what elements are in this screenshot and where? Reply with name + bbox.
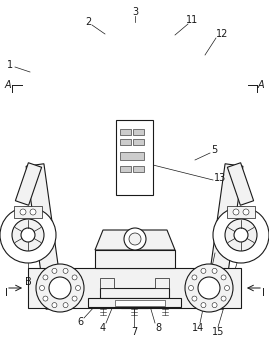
Bar bbox=[116, 120, 153, 195]
Text: 7: 7 bbox=[131, 327, 137, 337]
Bar bbox=[28, 268, 241, 308]
Circle shape bbox=[36, 264, 84, 312]
Text: A: A bbox=[5, 80, 11, 90]
Bar bbox=[88, 298, 181, 307]
Bar bbox=[14, 206, 42, 218]
Bar bbox=[133, 139, 144, 145]
Circle shape bbox=[63, 268, 68, 273]
Circle shape bbox=[225, 286, 229, 290]
Text: 5: 5 bbox=[211, 145, 217, 155]
Circle shape bbox=[129, 233, 141, 245]
Bar bbox=[100, 288, 169, 298]
Circle shape bbox=[72, 275, 77, 280]
Bar bbox=[115, 300, 165, 306]
Text: 14: 14 bbox=[192, 323, 204, 333]
Circle shape bbox=[20, 209, 26, 215]
Circle shape bbox=[185, 264, 233, 312]
Bar bbox=[120, 139, 131, 145]
Circle shape bbox=[12, 219, 44, 251]
Polygon shape bbox=[15, 163, 42, 205]
Text: 2: 2 bbox=[85, 17, 91, 27]
Bar bbox=[120, 166, 131, 172]
Bar bbox=[95, 250, 175, 268]
Text: 1: 1 bbox=[7, 60, 13, 70]
Circle shape bbox=[52, 268, 57, 273]
Circle shape bbox=[43, 275, 48, 280]
Circle shape bbox=[49, 277, 71, 299]
Text: 13: 13 bbox=[214, 173, 226, 183]
Circle shape bbox=[21, 228, 35, 242]
Circle shape bbox=[234, 228, 248, 242]
Circle shape bbox=[201, 268, 206, 273]
Circle shape bbox=[63, 303, 68, 308]
Text: 4: 4 bbox=[100, 323, 106, 333]
Bar bbox=[227, 206, 255, 218]
Circle shape bbox=[52, 303, 57, 308]
Circle shape bbox=[76, 286, 80, 290]
Text: 3: 3 bbox=[132, 7, 138, 17]
Circle shape bbox=[212, 303, 217, 308]
Polygon shape bbox=[95, 230, 175, 250]
Circle shape bbox=[243, 209, 249, 215]
Circle shape bbox=[213, 207, 269, 263]
Circle shape bbox=[189, 286, 193, 290]
Polygon shape bbox=[205, 164, 243, 309]
Bar bbox=[120, 152, 144, 160]
Bar bbox=[121, 293, 148, 308]
Circle shape bbox=[0, 207, 56, 263]
Text: B: B bbox=[25, 277, 31, 287]
Circle shape bbox=[40, 286, 44, 290]
Bar bbox=[133, 129, 144, 135]
Text: 8: 8 bbox=[155, 323, 161, 333]
Circle shape bbox=[192, 296, 197, 301]
Text: 11: 11 bbox=[186, 15, 198, 25]
Polygon shape bbox=[227, 163, 254, 205]
Circle shape bbox=[30, 209, 36, 215]
Polygon shape bbox=[26, 164, 64, 309]
Text: A: A bbox=[258, 80, 264, 90]
Circle shape bbox=[221, 296, 226, 301]
Circle shape bbox=[192, 275, 197, 280]
Text: 6: 6 bbox=[77, 317, 83, 327]
Bar bbox=[120, 129, 131, 135]
Text: 15: 15 bbox=[212, 327, 224, 337]
Circle shape bbox=[43, 296, 48, 301]
Text: 12: 12 bbox=[216, 29, 228, 39]
Circle shape bbox=[225, 219, 257, 251]
Bar bbox=[133, 166, 144, 172]
Circle shape bbox=[221, 275, 226, 280]
Bar bbox=[155, 278, 169, 288]
Circle shape bbox=[233, 209, 239, 215]
Circle shape bbox=[124, 228, 146, 250]
Circle shape bbox=[201, 303, 206, 308]
Bar bbox=[100, 278, 114, 288]
Circle shape bbox=[212, 268, 217, 273]
Circle shape bbox=[198, 277, 220, 299]
Circle shape bbox=[72, 296, 77, 301]
